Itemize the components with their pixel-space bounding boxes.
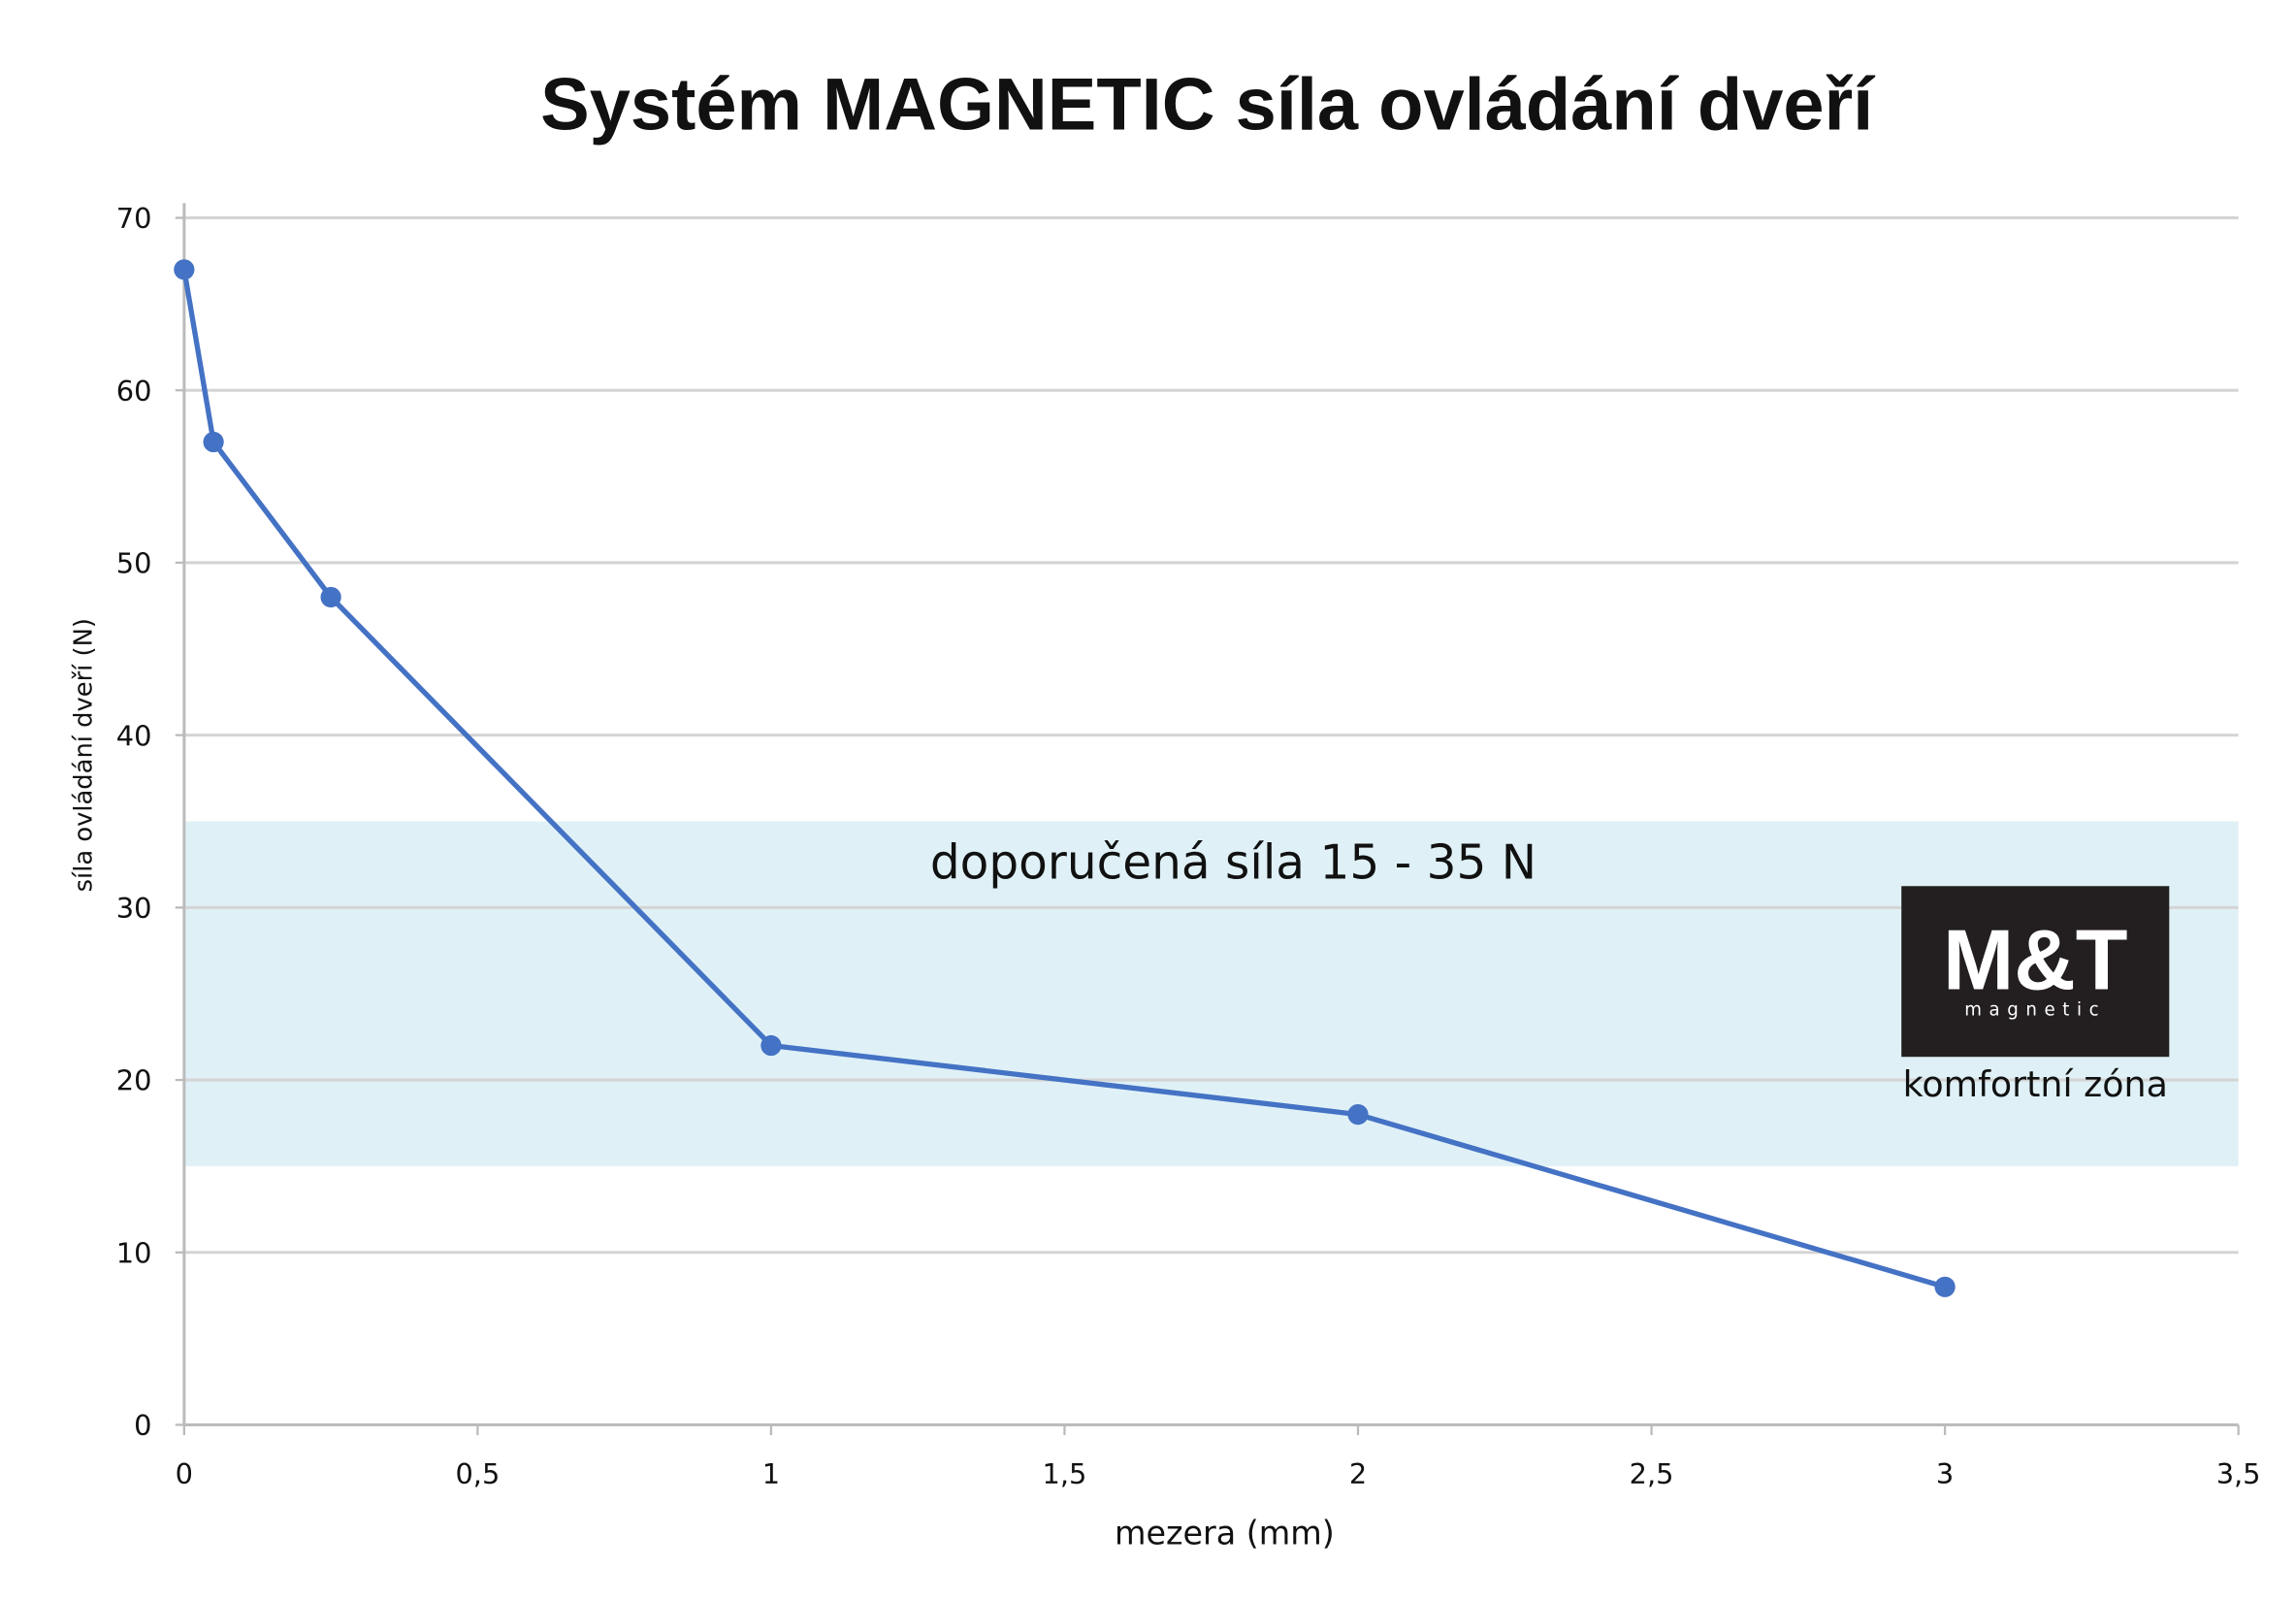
y-tick-label: 60	[116, 375, 152, 408]
logo-subtitle: magnetic	[1964, 1000, 2106, 1021]
data-point	[320, 586, 341, 608]
comfort-band	[183, 821, 2239, 1166]
y-tick-label: 50	[116, 547, 152, 580]
logo-caption: komfortní zóna	[1903, 1063, 2168, 1105]
chart-title: Systém MAGNETIC síla ovládání dveří	[540, 63, 1876, 146]
y-tick-label: 20	[116, 1064, 152, 1097]
y-tick-label: 10	[116, 1236, 152, 1269]
data-point	[760, 1034, 782, 1057]
y-tick-label: 0	[134, 1409, 151, 1442]
x-tick-label: 3,5	[2216, 1457, 2261, 1490]
y-axis-label: síla ovládání dveří (N)	[69, 618, 98, 892]
data-point	[203, 431, 224, 453]
y-tick-label: 30	[116, 892, 152, 925]
data-point	[1934, 1276, 1956, 1297]
data-point	[1347, 1103, 1369, 1126]
series-line	[181, 269, 1946, 1290]
x-tick-label: 1	[762, 1457, 780, 1490]
x-tick-label: 0	[176, 1457, 193, 1490]
x-tick-label: 3	[1936, 1457, 1954, 1490]
x-tick-label: 2	[1349, 1457, 1367, 1490]
band-label: doporučená síla 15 - 35 N	[930, 836, 1536, 891]
data-point	[174, 259, 195, 280]
y-tick-label: 70	[116, 202, 152, 235]
x-axis-label: mezera (mm)	[1115, 1514, 1335, 1551]
x-tick-label: 1,5	[1043, 1457, 1087, 1490]
x-tick-label: 0,5	[455, 1457, 500, 1490]
logo-name: M&T	[1943, 911, 2128, 1007]
y-tick-label: 40	[116, 719, 152, 752]
logo-box	[1901, 886, 2170, 1058]
x-tick-label: 2,5	[1630, 1457, 1674, 1490]
